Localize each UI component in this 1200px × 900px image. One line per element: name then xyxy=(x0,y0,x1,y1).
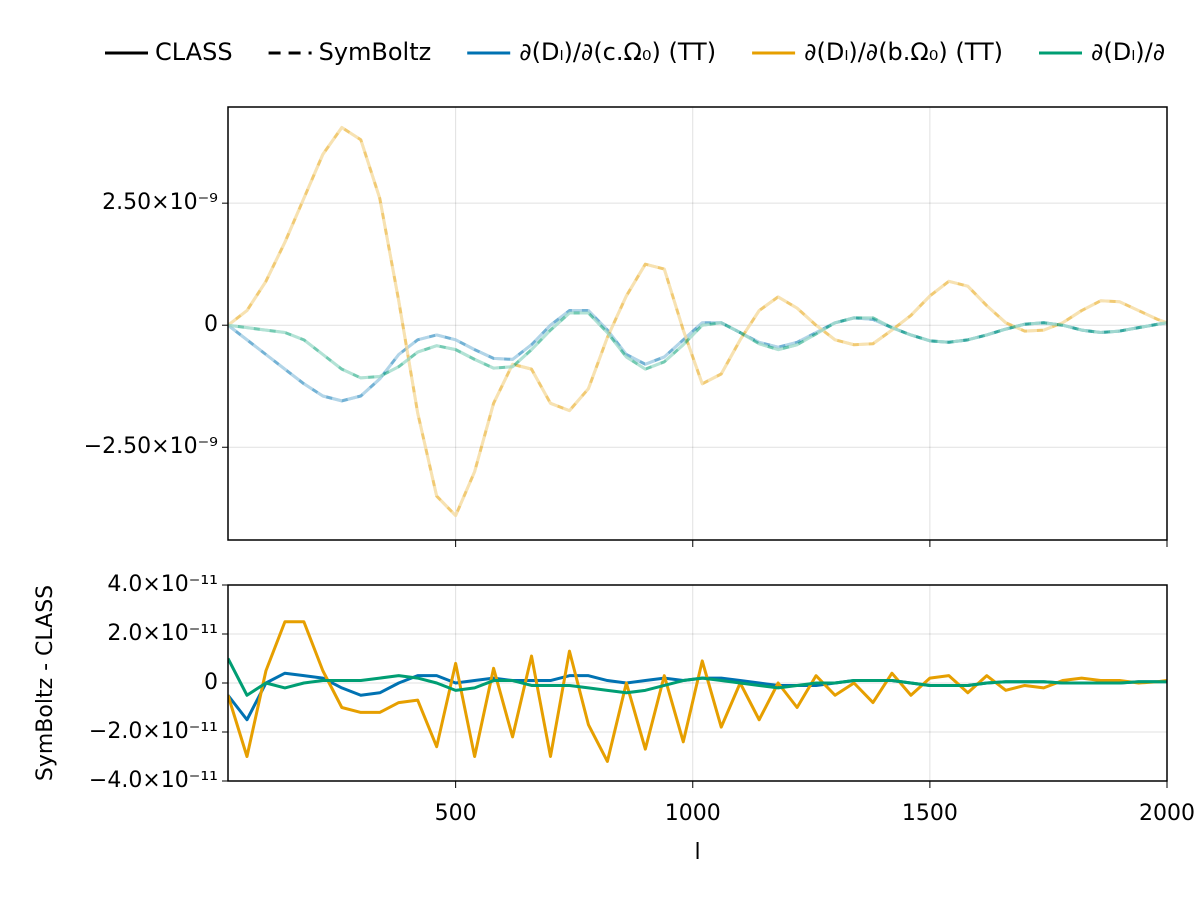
series-line xyxy=(228,126,1167,518)
series-line xyxy=(228,620,1167,763)
legend-label: SymBoltz xyxy=(319,38,432,66)
y-tick-label: −2.50×10⁻⁹ xyxy=(84,434,218,459)
legend-label: ∂(Dₗ)/∂(c.Ω₀) (TT) xyxy=(519,38,716,66)
x-tick-label: 1500 xyxy=(902,801,958,826)
y-tick-label: 2.50×10⁻⁹ xyxy=(102,190,218,215)
series-line xyxy=(228,657,1167,697)
y-tick-label: 2.0×10⁻¹¹ xyxy=(107,621,218,646)
series-line xyxy=(228,311,1167,380)
series-line xyxy=(228,126,1167,518)
legend-label: ∂(Dₗ)/∂ xyxy=(1091,38,1165,66)
legend-label: ∂(Dₗ)/∂(b.Ω₀) (TT) xyxy=(804,38,1003,66)
legend-label: CLASS xyxy=(155,38,233,66)
y-tick-label: 0 xyxy=(204,312,218,337)
plot-frame xyxy=(227,584,1168,782)
x-tick-label: 2000 xyxy=(1139,801,1195,826)
y-axis-label: SymBoltz - CLASS xyxy=(33,585,58,781)
y-tick-label: 0 xyxy=(204,670,218,695)
plot-frame xyxy=(227,106,1168,541)
y-tick-label: −2.0×10⁻¹¹ xyxy=(89,719,218,744)
series-line xyxy=(228,311,1167,380)
x-axis-label: l xyxy=(694,840,700,865)
x-tick-label: 1000 xyxy=(665,801,721,826)
y-tick-label: 4.0×10⁻¹¹ xyxy=(107,572,218,597)
y-tick-label: −4.0×10⁻¹¹ xyxy=(89,768,218,793)
x-tick-label: 500 xyxy=(435,801,477,826)
